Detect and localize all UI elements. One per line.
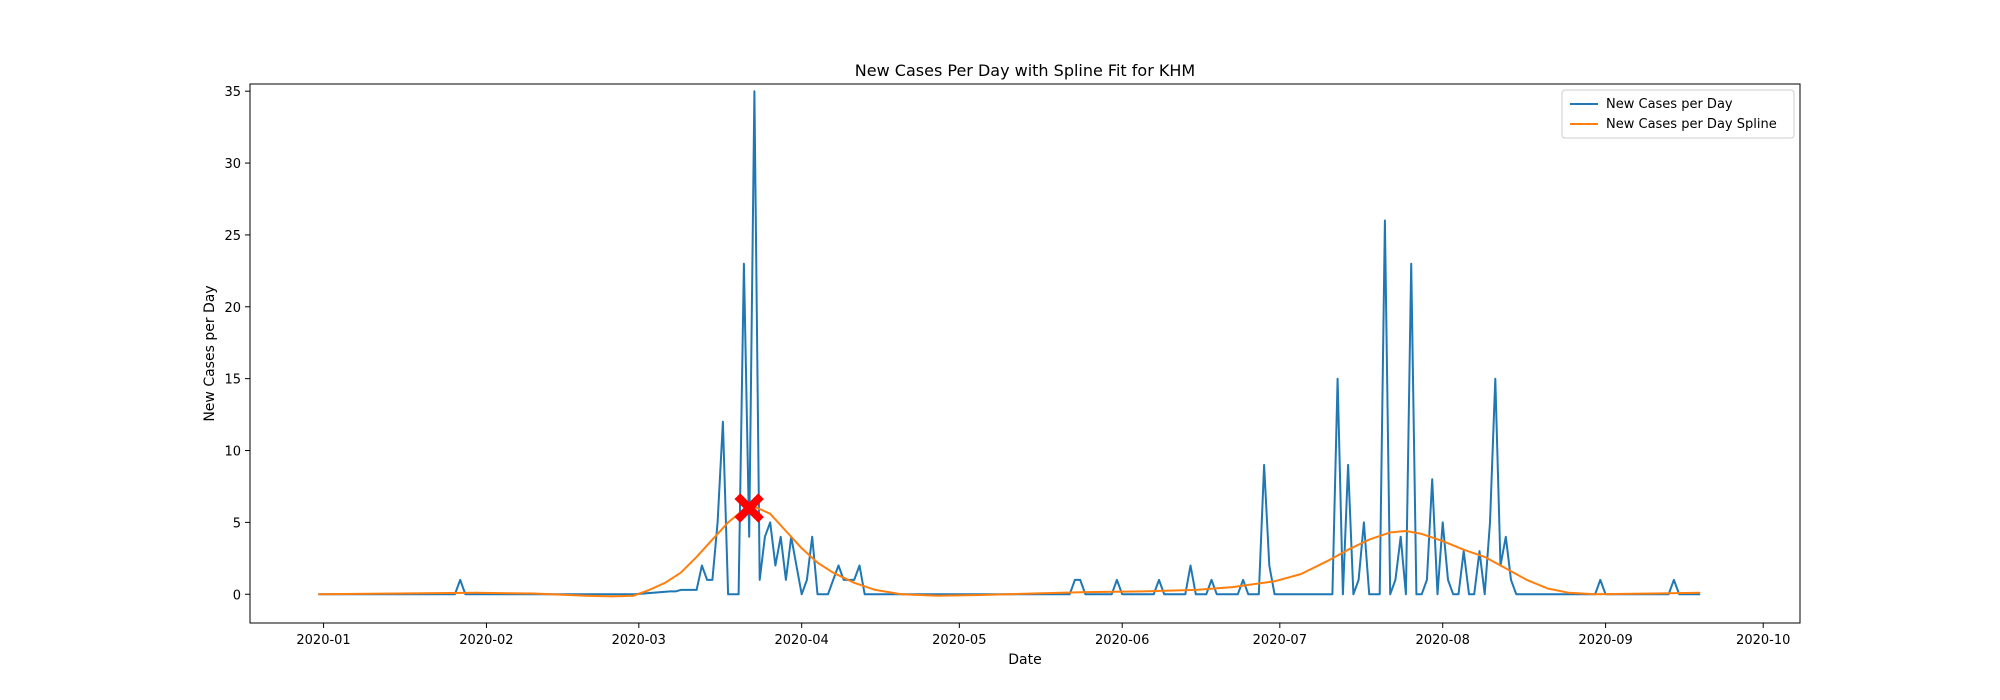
legend-entry-label: New Cases per Day Spline <box>1606 117 1777 132</box>
x-tick-label: 2020-02 <box>459 633 513 648</box>
legend-entry-label: New Cases per Day <box>1606 97 1733 112</box>
peak-x-marker <box>734 493 764 523</box>
y-tick-label: 15 <box>224 373 241 388</box>
legend: New Cases per Day New Cases per Day Splin… <box>1561 89 1795 139</box>
x-tick-label: 2020-10 <box>1736 633 1790 648</box>
x-axis-label: Date <box>1008 652 1041 668</box>
y-tick-label: 35 <box>224 85 241 100</box>
x-tick-label: 2020-04 <box>775 633 829 648</box>
series-line-1 <box>318 90 1701 596</box>
x-tick-label: 2020-06 <box>1095 633 1149 648</box>
x-tick-label: 2020-09 <box>1578 633 1632 648</box>
y-axis-label: New Cases per Day <box>202 285 218 421</box>
chart-title: New Cases Per Day with Spline Fit for KH… <box>855 61 1195 80</box>
y-tick-label: 25 <box>224 229 241 244</box>
x-tick-label: 2020-08 <box>1416 633 1470 648</box>
y-tick-label: 5 <box>233 516 241 531</box>
x-axis: 2020-01 2020-02 2020-03 2020-04 2020-05 2020-… <box>296 623 1790 648</box>
plot-area <box>318 90 1701 598</box>
y-tick-label: 20 <box>224 301 241 316</box>
legend-box <box>1561 89 1795 139</box>
y-tick-label: 0 <box>233 588 241 603</box>
x-tick-label: 2020-03 <box>612 633 666 648</box>
y-tick-label: 10 <box>224 445 241 460</box>
series-line-2 <box>318 505 1701 598</box>
x-tick-label: 2020-01 <box>296 633 350 648</box>
x-tick-label: 2020-07 <box>1253 633 1307 648</box>
axes-frame <box>249 83 1801 624</box>
y-axis: 0 5 10 15 20 25 30 35 <box>224 85 250 603</box>
y-tick-label: 30 <box>224 157 241 172</box>
x-tick-label: 2020-05 <box>932 633 986 648</box>
